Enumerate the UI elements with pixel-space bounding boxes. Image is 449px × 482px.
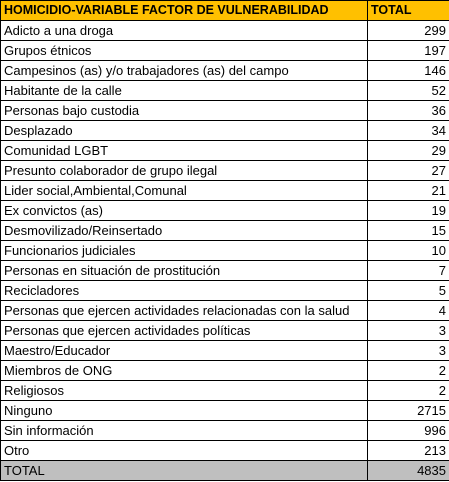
row-value[interactable]: 19	[367, 200, 449, 221]
table-row: Funcionarios judiciales 10	[0, 240, 449, 261]
table-row: Ex convictos (as) 19	[0, 200, 449, 221]
total-label[interactable]: TOTAL	[0, 460, 368, 481]
row-value[interactable]: 2715	[367, 400, 449, 421]
row-value[interactable]: 5	[367, 280, 449, 301]
row-value[interactable]: 197	[367, 40, 449, 61]
row-label[interactable]: Ex convictos (as)	[0, 200, 368, 221]
table-row: Ninguno 2715	[0, 400, 449, 421]
row-label[interactable]: Campesinos (as) y/o trabajadores (as) de…	[0, 60, 368, 81]
table-row: Habitante de la calle 52	[0, 80, 449, 101]
total-value[interactable]: 4835	[367, 460, 449, 481]
row-label[interactable]: Personas que ejercen actividades relacio…	[0, 300, 368, 321]
table-body: Adicto a una droga 299 Grupos étnicos 197 Ca…	[0, 20, 449, 461]
row-label[interactable]: Personas bajo custodia	[0, 100, 368, 121]
table-row: Religiosos 2	[0, 380, 449, 401]
row-value[interactable]: 3	[367, 340, 449, 361]
row-label[interactable]: Lider social,Ambiental,Comunal	[0, 180, 368, 201]
row-value[interactable]: 34	[367, 120, 449, 141]
table-row: Presunto colaborador de grupo ilegal 27	[0, 160, 449, 181]
table-row: Sin información 996	[0, 420, 449, 441]
row-label[interactable]: Personas que ejercen actividades polític…	[0, 320, 368, 341]
row-value[interactable]: 146	[367, 60, 449, 81]
row-value[interactable]: 7	[367, 260, 449, 281]
row-label[interactable]: Funcionarios judiciales	[0, 240, 368, 261]
table-row: Personas que ejercen actividades polític…	[0, 320, 449, 341]
row-label[interactable]: Maestro/Educador	[0, 340, 368, 361]
row-label[interactable]: Sin información	[0, 420, 368, 441]
table-row: Campesinos (as) y/o trabajadores (as) de…	[0, 60, 449, 81]
row-value[interactable]: 52	[367, 80, 449, 101]
table-row: Lider social,Ambiental,Comunal 21	[0, 180, 449, 201]
row-value[interactable]: 2	[367, 380, 449, 401]
total-row: TOTAL 4835	[0, 460, 449, 481]
row-label[interactable]: Comunidad LGBT	[0, 140, 368, 161]
row-label[interactable]: Ninguno	[0, 400, 368, 421]
row-value[interactable]: 4	[367, 300, 449, 321]
row-value[interactable]: 10	[367, 240, 449, 261]
row-value[interactable]: 2	[367, 360, 449, 381]
row-label[interactable]: Religiosos	[0, 380, 368, 401]
header-category[interactable]: HOMICIDIO-VARIABLE FACTOR DE VULNERABILI…	[0, 0, 368, 21]
table-row: Personas en situación de prostitución 7	[0, 260, 449, 281]
row-value[interactable]: 36	[367, 100, 449, 121]
table-row: Desplazado 34	[0, 120, 449, 141]
table-row: Personas que ejercen actividades relacio…	[0, 300, 449, 321]
row-label[interactable]: Grupos étnicos	[0, 40, 368, 61]
table-row: Miembros de ONG 2	[0, 360, 449, 381]
row-label[interactable]: Desmovilizado/Reinsertado	[0, 220, 368, 241]
row-label[interactable]: Adicto a una droga	[0, 20, 368, 41]
row-label[interactable]: Desplazado	[0, 120, 368, 141]
table-row: Adicto a una droga 299	[0, 20, 449, 41]
row-label[interactable]: Otro	[0, 440, 368, 461]
row-value[interactable]: 3	[367, 320, 449, 341]
table-row: Recicladores 5	[0, 280, 449, 301]
row-value[interactable]: 27	[367, 160, 449, 181]
row-label[interactable]: Miembros de ONG	[0, 360, 368, 381]
table-row: Personas bajo custodia 36	[0, 100, 449, 121]
header-row: HOMICIDIO-VARIABLE FACTOR DE VULNERABILI…	[0, 0, 449, 21]
row-value[interactable]: 299	[367, 20, 449, 41]
row-value[interactable]: 15	[367, 220, 449, 241]
row-label[interactable]: Recicladores	[0, 280, 368, 301]
table-row: Grupos étnicos 197	[0, 40, 449, 61]
table-row: Maestro/Educador 3	[0, 340, 449, 361]
row-value[interactable]: 996	[367, 420, 449, 441]
row-value[interactable]: 213	[367, 440, 449, 461]
table-row: Desmovilizado/Reinsertado 15	[0, 220, 449, 241]
table-row: Comunidad LGBT 29	[0, 140, 449, 161]
row-label[interactable]: Habitante de la calle	[0, 80, 368, 101]
row-value[interactable]: 29	[367, 140, 449, 161]
row-label[interactable]: Personas en situación de prostitución	[0, 260, 368, 281]
table-row: Otro 213	[0, 440, 449, 461]
header-total[interactable]: TOTAL	[367, 0, 449, 21]
row-label[interactable]: Presunto colaborador de grupo ilegal	[0, 160, 368, 181]
row-value[interactable]: 21	[367, 180, 449, 201]
